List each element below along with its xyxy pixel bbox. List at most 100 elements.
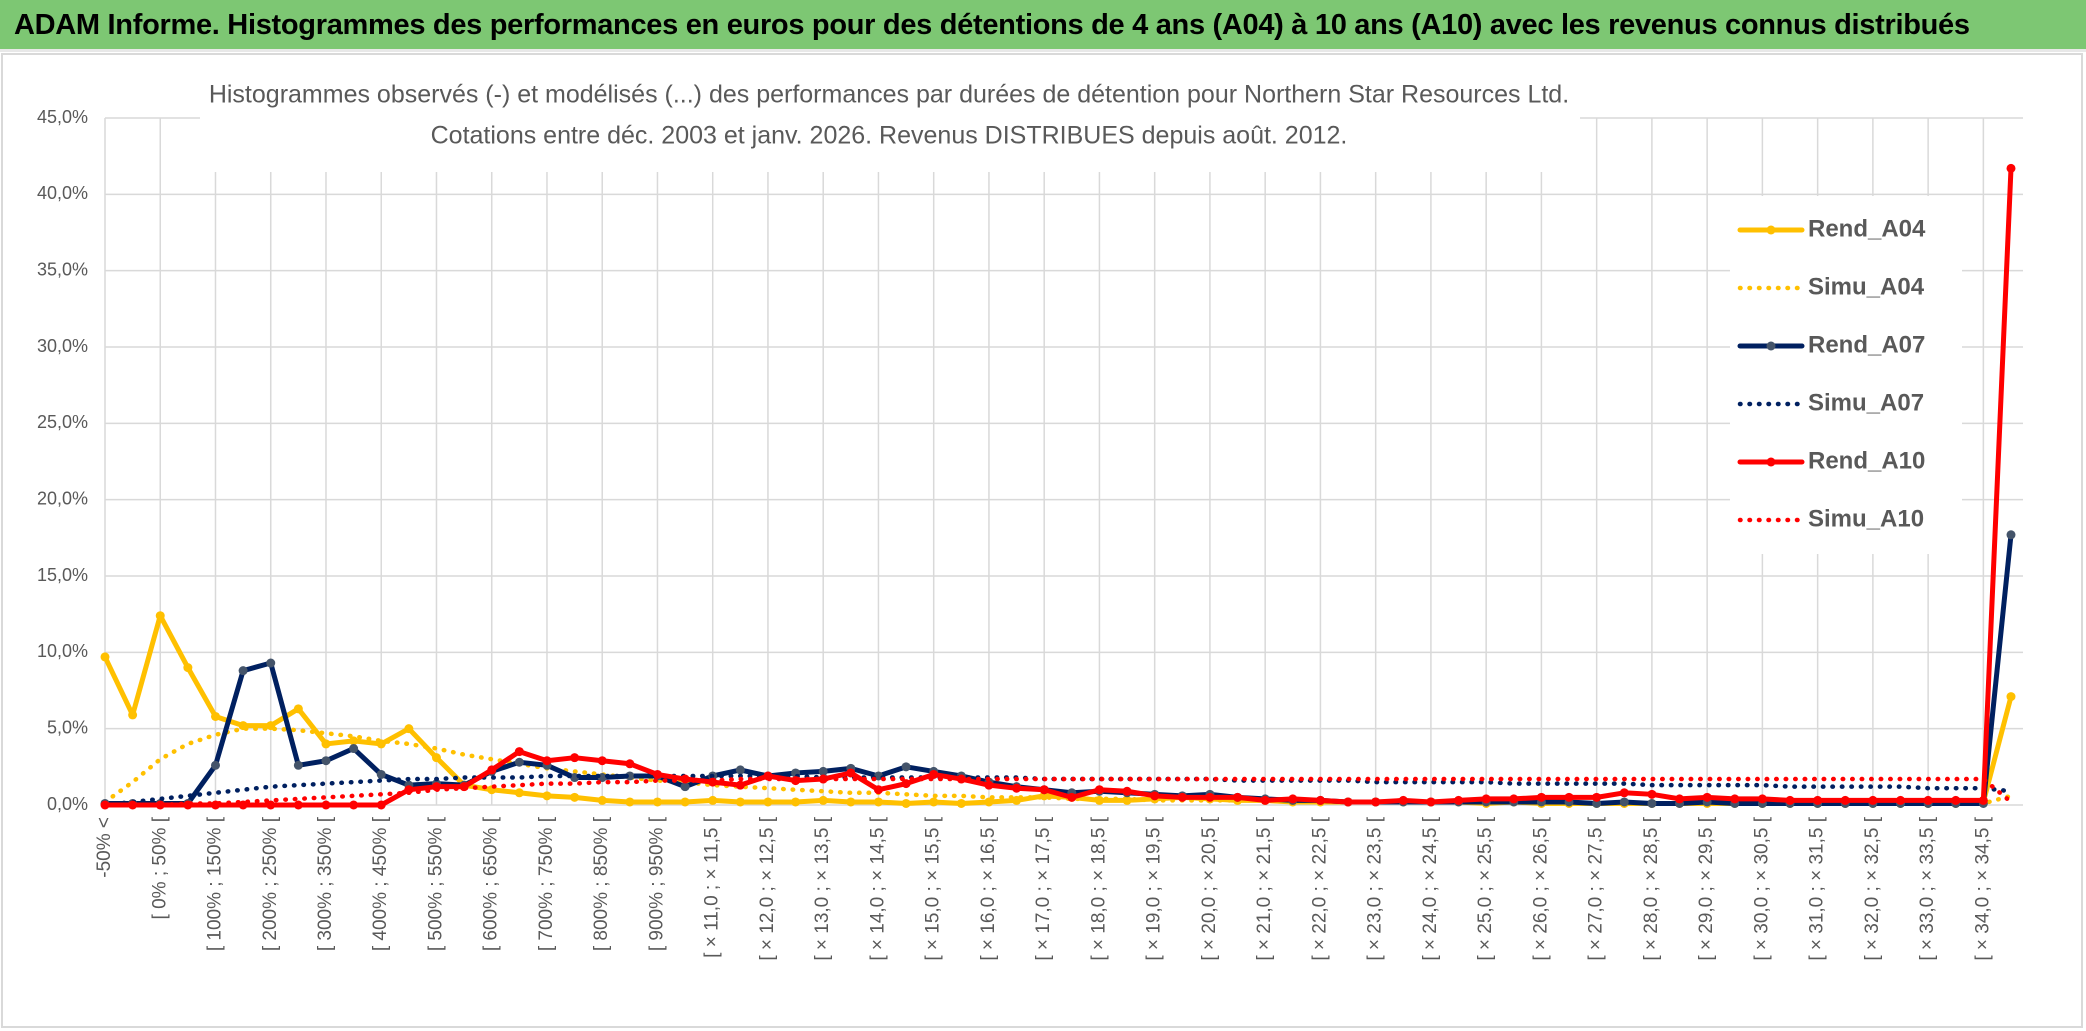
data-point <box>1454 795 1464 805</box>
data-point <box>542 791 552 801</box>
x-tick-label: [ × 11,0 ; × 11,5 [ <box>702 816 723 958</box>
y-tick-label: 35,0% <box>37 259 88 279</box>
data-point <box>1509 794 1519 804</box>
x-tick-label: [ 300% ; 350% [ <box>315 816 336 951</box>
data-point <box>1371 797 1381 807</box>
data-point <box>1785 795 1795 805</box>
data-point <box>791 797 801 807</box>
y-tick-label: 0,0% <box>47 794 88 814</box>
data-point <box>1122 786 1132 796</box>
data-point <box>1702 792 1712 802</box>
data-point <box>763 797 773 807</box>
data-point <box>901 762 911 772</box>
data-point <box>597 756 607 766</box>
data-point <box>183 663 193 673</box>
x-tick-label: [ × 23,0 ; × 23,5 [ <box>1365 816 1386 960</box>
data-point <box>1398 795 1408 805</box>
data-point <box>1177 792 1187 802</box>
data-point <box>735 765 745 775</box>
data-point <box>956 798 966 808</box>
data-point <box>735 780 745 790</box>
series-dotted-line <box>102 776 2014 808</box>
data-point <box>818 774 828 784</box>
data-point <box>1150 791 1160 801</box>
data-point <box>1757 794 1767 804</box>
data-point <box>210 711 220 721</box>
data-point <box>321 756 331 766</box>
x-tick-label: [ × 15,0 ; × 15,5 [ <box>923 816 944 960</box>
data-point <box>1564 792 1574 802</box>
data-point <box>1840 795 1850 805</box>
data-point <box>1951 795 1961 805</box>
x-tick-label: -50% < <box>94 817 115 878</box>
data-point <box>1288 794 1298 804</box>
data-point <box>1315 795 1325 805</box>
data-point <box>1619 797 1629 807</box>
x-tick-label: [ × 24,0 ; × 24,5 [ <box>1420 816 1441 960</box>
data-point <box>321 739 331 749</box>
data-point <box>929 769 939 779</box>
y-tick-label: 45,0% <box>37 107 88 127</box>
data-point <box>376 769 386 779</box>
data-point <box>929 797 939 807</box>
data-point <box>514 757 524 767</box>
x-tick-label: [ × 28,0 ; × 28,5 [ <box>1641 816 1662 960</box>
legend-label: Rend_A10 <box>1808 447 1925 474</box>
data-point <box>625 771 635 781</box>
data-point <box>901 779 911 789</box>
chart-subtitle: Cotations entre déc. 2003 et janv. 2026.… <box>431 122 1348 150</box>
title-background <box>200 72 1580 172</box>
data-point <box>652 797 662 807</box>
data-point <box>1481 794 1491 804</box>
y-tick-label: 15,0% <box>37 565 88 585</box>
data-point <box>349 744 359 754</box>
data-point <box>818 795 828 805</box>
x-tick-label: [ 900% ; 950% [ <box>646 816 667 951</box>
data-point <box>266 800 276 810</box>
data-point <box>266 658 276 668</box>
data-point <box>542 756 552 766</box>
data-point <box>431 753 441 763</box>
data-point <box>1647 789 1657 799</box>
legend-background <box>1730 196 1962 554</box>
data-point <box>404 724 414 734</box>
data-point <box>846 797 856 807</box>
x-tick-label: [ 800% ; 850% [ <box>591 816 612 951</box>
data-point <box>846 768 856 778</box>
x-tick-label: [ × 13,0 ; × 13,5 [ <box>812 816 833 960</box>
legend-marker <box>1766 457 1776 467</box>
x-tick-label: [ 200% ; 250% [ <box>260 816 281 951</box>
data-point <box>1896 795 1906 805</box>
legend-marker <box>1766 225 1776 235</box>
data-point <box>514 747 524 757</box>
legend-label: Rend_A04 <box>1808 215 1926 242</box>
data-point <box>487 765 497 775</box>
data-point <box>1094 785 1104 795</box>
x-tick-label: [ 0% ; 50% [ <box>149 816 170 919</box>
data-point <box>238 666 248 676</box>
x-tick-label: [ × 25,0 ; × 25,5 [ <box>1475 816 1496 960</box>
y-tick-label: 20,0% <box>37 488 88 508</box>
data-point <box>1426 797 1436 807</box>
legend-label: Simu_A04 <box>1808 273 1925 300</box>
y-tick-label: 25,0% <box>37 412 88 432</box>
x-tick-label: [ × 31,0 ; × 31,5 [ <box>1807 816 1828 960</box>
legend-label: Simu_A07 <box>1808 389 1924 416</box>
data-point <box>680 782 690 792</box>
data-point <box>376 800 386 810</box>
x-tick-label: [ 400% ; 450% [ <box>370 816 391 951</box>
data-point <box>293 704 303 714</box>
x-tick-label: [ 100% ; 150% [ <box>205 816 226 951</box>
data-point <box>2006 692 2016 702</box>
x-tick-label: [ × 26,0 ; × 26,5 [ <box>1530 816 1551 960</box>
header-title: ADAM Informe. Histogrammes des performan… <box>14 9 1970 41</box>
chart: 0,0% 5,0% 10,0% 15,0% 20,0% 25,0% 30,0% 35,0% 40… <box>1 53 2083 1028</box>
data-point <box>1067 792 1077 802</box>
data-point <box>293 760 303 770</box>
x-tick-label: [ × 19,0 ; × 19,5 [ <box>1144 816 1165 960</box>
x-tick-label: [ × 18,0 ; × 18,5 [ <box>1088 816 1109 960</box>
chart-title: Histogrammes observés (-) et modélisés (… <box>209 81 1569 109</box>
data-point <box>1536 792 1546 802</box>
legend-label: Rend_A07 <box>1808 331 1925 358</box>
data-point <box>128 710 138 720</box>
